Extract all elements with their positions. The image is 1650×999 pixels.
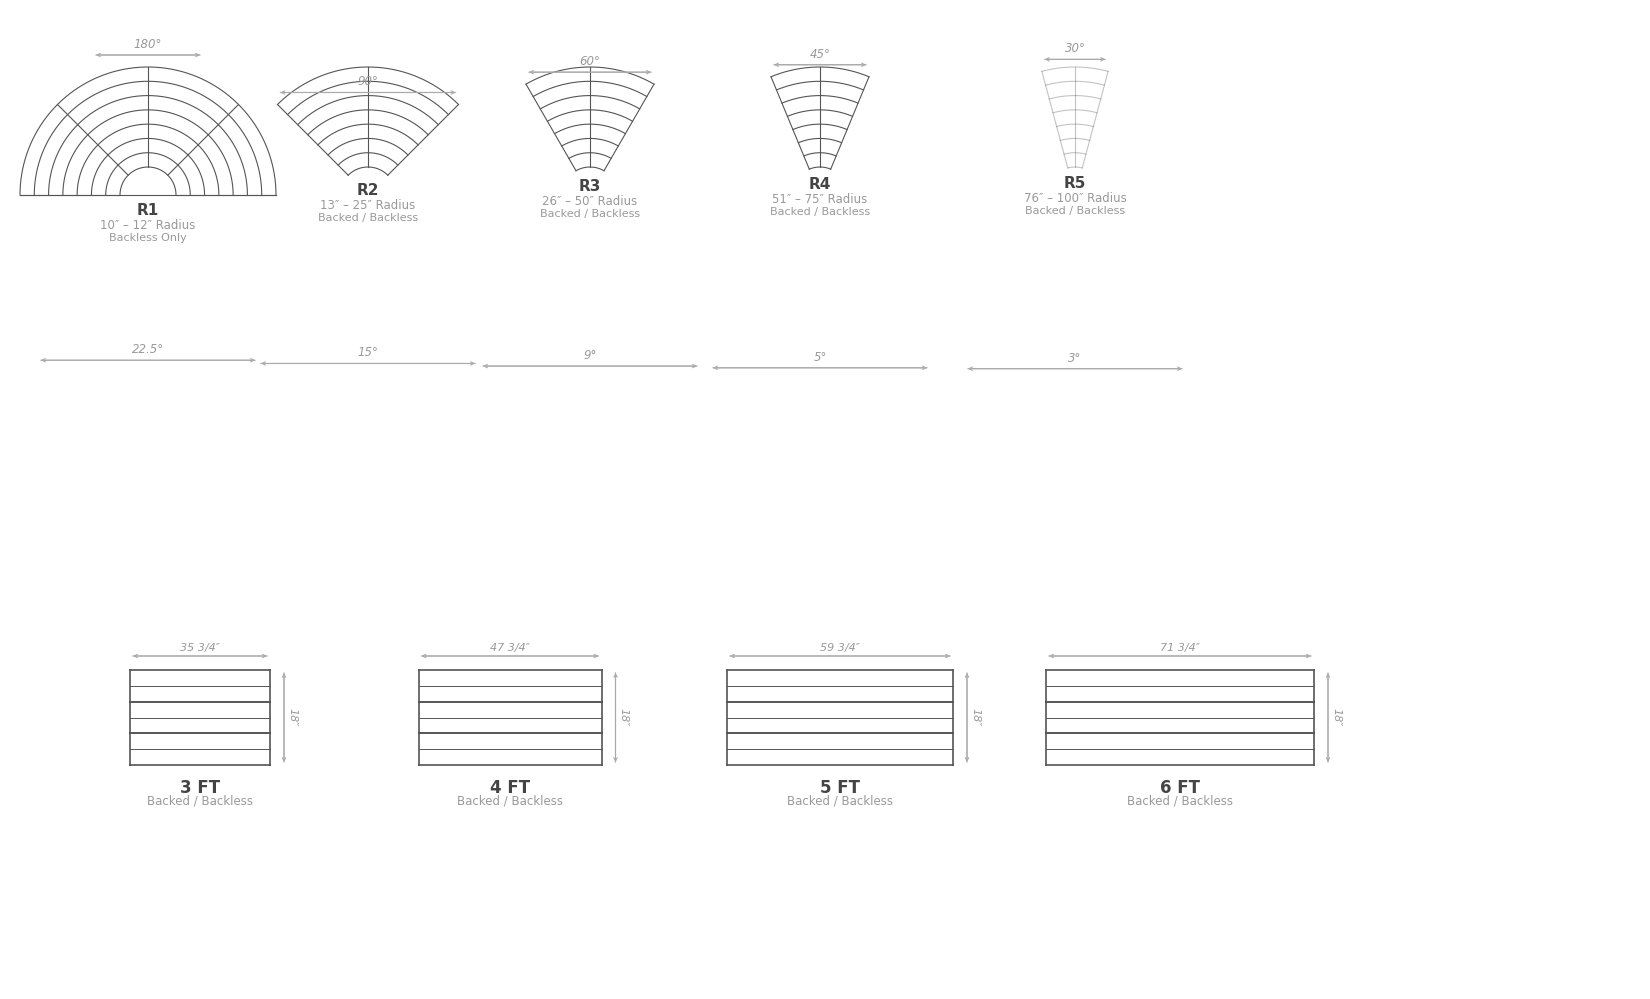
Text: 18″: 18″ <box>1332 708 1341 726</box>
Text: 30°: 30° <box>1064 42 1086 55</box>
Text: 10″ – 12″ Radius: 10″ – 12″ Radius <box>101 219 196 232</box>
Text: 22.5°: 22.5° <box>132 344 163 357</box>
Text: 18″: 18″ <box>287 708 297 726</box>
Text: Backed / Backless: Backed / Backless <box>540 209 640 219</box>
Text: 60°: 60° <box>579 55 601 68</box>
Text: 18″: 18″ <box>619 708 629 726</box>
Text: 59 3/4″: 59 3/4″ <box>820 643 860 653</box>
Text: 18″: 18″ <box>970 708 980 726</box>
Text: 45°: 45° <box>810 48 830 61</box>
Text: R3: R3 <box>579 179 601 194</box>
Text: 90°: 90° <box>358 76 378 89</box>
Text: 15°: 15° <box>358 347 378 360</box>
Text: 5°: 5° <box>813 351 827 364</box>
Text: 5 FT: 5 FT <box>820 779 860 797</box>
Text: 35 3/4″: 35 3/4″ <box>180 643 219 653</box>
Text: R2: R2 <box>356 183 380 198</box>
Text: 3 FT: 3 FT <box>180 779 219 797</box>
Text: 9°: 9° <box>584 349 597 362</box>
Text: R4: R4 <box>808 177 832 192</box>
Text: Backed / Backless: Backed / Backless <box>457 795 563 808</box>
Text: 13″ – 25″ Radius: 13″ – 25″ Radius <box>320 199 416 212</box>
Text: R1: R1 <box>137 203 158 218</box>
Text: 51″ – 75″ Radius: 51″ – 75″ Radius <box>772 193 868 206</box>
Text: Backed / Backless: Backed / Backless <box>318 213 417 223</box>
Text: 4 FT: 4 FT <box>490 779 530 797</box>
Text: 26″ – 50″ Radius: 26″ – 50″ Radius <box>543 195 637 208</box>
Text: 6 FT: 6 FT <box>1160 779 1200 797</box>
Text: Backed / Backless: Backed / Backless <box>1127 795 1233 808</box>
Text: Backed / Backless: Backed / Backless <box>787 795 893 808</box>
Text: 180°: 180° <box>134 38 162 51</box>
Text: Backed / Backless: Backed / Backless <box>771 207 870 217</box>
Text: 76″ – 100″ Radius: 76″ – 100″ Radius <box>1023 192 1127 205</box>
Text: Backed / Backless: Backed / Backless <box>1025 206 1125 216</box>
Text: 3°: 3° <box>1068 352 1082 365</box>
Text: 47 3/4″: 47 3/4″ <box>490 643 530 653</box>
Text: Backless Only: Backless Only <box>109 233 186 243</box>
Text: 71 3/4″: 71 3/4″ <box>1160 643 1200 653</box>
Text: Backed / Backless: Backed / Backless <box>147 795 252 808</box>
Text: R5: R5 <box>1064 176 1086 191</box>
